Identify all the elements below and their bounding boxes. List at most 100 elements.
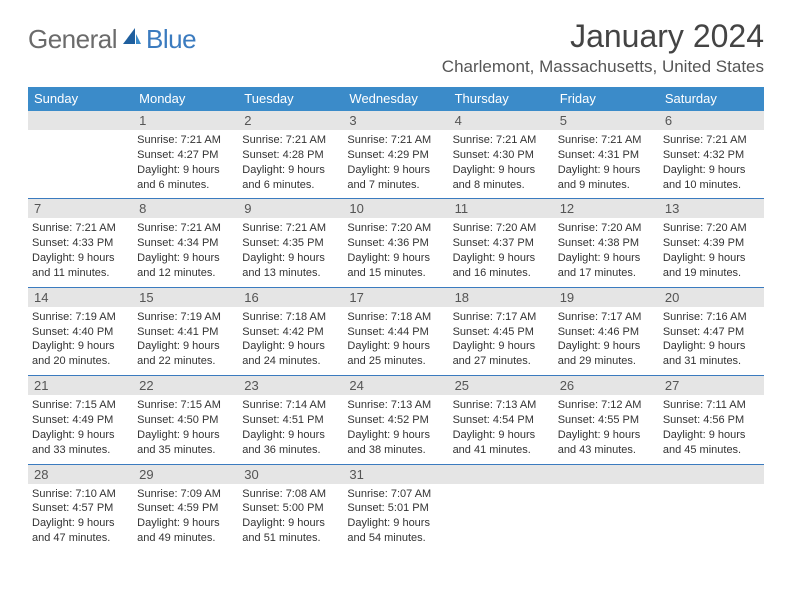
cell-body: Sunrise: 7:20 AMSunset: 4:36 PMDaylight:… — [347, 221, 444, 280]
cell-line-d1: Daylight: 9 hours — [347, 516, 444, 531]
cell-body: Sunrise: 7:09 AMSunset: 4:59 PMDaylight:… — [137, 487, 234, 546]
calendar-cell: 22Sunrise: 7:15 AMSunset: 4:50 PMDayligh… — [133, 376, 238, 463]
cell-line-ss: Sunset: 4:36 PM — [347, 236, 444, 251]
logo-general-text: General — [28, 24, 117, 55]
cell-line-sr: Sunrise: 7:13 AM — [453, 398, 550, 413]
cell-line-ss: Sunset: 4:34 PM — [137, 236, 234, 251]
cell-line-d2: and 24 minutes. — [242, 354, 339, 369]
calendar-cell: 25Sunrise: 7:13 AMSunset: 4:54 PMDayligh… — [449, 376, 554, 463]
cell-line-ss: Sunset: 4:59 PM — [137, 501, 234, 516]
calendar-cell: 24 Sunrise: 7:13 AMSunset: 4:52 PMDayligh… — [343, 376, 448, 463]
cell-line-d1: Daylight: 9 hours — [137, 339, 234, 354]
cell-line-sr: Sunrise: 7:15 AM — [32, 398, 129, 413]
cell-line-ss: Sunset: 4:44 PM — [347, 325, 444, 340]
day-number: 14 — [28, 288, 133, 307]
cell-line-ss: Sunset: 4:45 PM — [453, 325, 550, 340]
cell-line-d2: and 51 minutes. — [242, 531, 339, 546]
day-header-row: Sunday Monday Tuesday Wednesday Thursday… — [28, 87, 764, 111]
cell-line-d1: Daylight: 9 hours — [663, 428, 760, 443]
day-number: 13 — [659, 199, 764, 218]
calendar-cell — [554, 465, 659, 552]
calendar-cell: 15Sunrise: 7:19 AMSunset: 4:41 PMDayligh… — [133, 288, 238, 375]
cell-line-sr: Sunrise: 7:21 AM — [242, 221, 339, 236]
cell-line-ss: Sunset: 4:32 PM — [663, 148, 760, 163]
cell-line-d1: Daylight: 9 hours — [242, 339, 339, 354]
calendar-cell: 1Sunrise: 7:21 AMSunset: 4:27 PMDaylight… — [133, 111, 238, 198]
cell-body: Sunrise: 7:21 AMSunset: 4:32 PMDaylight:… — [663, 133, 760, 192]
cell-line-d1: Daylight: 9 hours — [32, 339, 129, 354]
day-number: 30 — [238, 465, 343, 484]
cell-line-ss: Sunset: 4:37 PM — [453, 236, 550, 251]
day-number: 18 — [449, 288, 554, 307]
day-number: 26 — [554, 376, 659, 395]
cell-body: Sunrise: 7:19 AMSunset: 4:40 PMDaylight:… — [32, 310, 129, 369]
cell-line-d2: and 11 minutes. — [32, 266, 129, 281]
week-row: 1Sunrise: 7:21 AMSunset: 4:27 PMDaylight… — [28, 111, 764, 199]
cell-body: Sunrise: 7:20 AMSunset: 4:38 PMDaylight:… — [558, 221, 655, 280]
cell-line-ss: Sunset: 5:01 PM — [347, 501, 444, 516]
cell-line-sr: Sunrise: 7:21 AM — [137, 133, 234, 148]
cell-line-sr: Sunrise: 7:19 AM — [137, 310, 234, 325]
day-header-tue: Tuesday — [238, 87, 343, 111]
cell-line-d2: and 9 minutes. — [558, 178, 655, 193]
day-number: 21 — [28, 376, 133, 395]
week-row: 21Sunrise: 7:15 AMSunset: 4:49 PMDayligh… — [28, 376, 764, 464]
cell-body: Sunrise: 7:21 AMSunset: 4:27 PMDaylight:… — [137, 133, 234, 192]
day-number: 5 — [554, 111, 659, 130]
cell-body: Sunrise: 7:10 AMSunset: 4:57 PMDaylight:… — [32, 487, 129, 546]
calendar-cell — [449, 465, 554, 552]
day-number: 20 — [659, 288, 764, 307]
cell-line-sr: Sunrise: 7:14 AM — [242, 398, 339, 413]
calendar-cell: 23 Sunrise: 7:14 AMSunset: 4:51 PMDayligh… — [238, 376, 343, 463]
cell-line-d2: and 36 minutes. — [242, 443, 339, 458]
cell-line-d2: and 29 minutes. — [558, 354, 655, 369]
cell-line-d1: Daylight: 9 hours — [137, 163, 234, 178]
cell-line-d1: Daylight: 9 hours — [347, 163, 444, 178]
day-number: 6 — [659, 111, 764, 130]
cell-line-ss: Sunset: 4:29 PM — [347, 148, 444, 163]
cell-line-sr: Sunrise: 7:20 AM — [663, 221, 760, 236]
cell-line-sr: Sunrise: 7:15 AM — [137, 398, 234, 413]
cell-body: Sunrise: 7:21 AMSunset: 4:35 PMDaylight:… — [242, 221, 339, 280]
calendar-cell: 3Sunrise: 7:21 AMSunset: 4:29 PMDaylight… — [343, 111, 448, 198]
cell-line-sr: Sunrise: 7:19 AM — [32, 310, 129, 325]
cell-line-d1: Daylight: 9 hours — [558, 163, 655, 178]
cell-line-d2: and 12 minutes. — [137, 266, 234, 281]
day-number: 23 — [238, 376, 343, 395]
cell-line-d2: and 43 minutes. — [558, 443, 655, 458]
cell-line-d1: Daylight: 9 hours — [663, 339, 760, 354]
cell-line-ss: Sunset: 4:54 PM — [453, 413, 550, 428]
cell-line-d2: and 16 minutes. — [453, 266, 550, 281]
calendar-cell: 30Sunrise: 7:08 AMSunset: 5:00 PMDayligh… — [238, 465, 343, 552]
cell-body: Sunrise: 7:13 AMSunset: 4:52 PMDaylight:… — [347, 398, 444, 457]
day-header-fri: Friday — [554, 87, 659, 111]
cell-body: Sunrise: 7:20 AMSunset: 4:37 PMDaylight:… — [453, 221, 550, 280]
day-number: 17 — [343, 288, 448, 307]
cell-line-sr: Sunrise: 7:10 AM — [32, 487, 129, 502]
logo-blue-text: Blue — [146, 24, 196, 55]
calendar-cell: 29Sunrise: 7:09 AMSunset: 4:59 PMDayligh… — [133, 465, 238, 552]
cell-line-ss: Sunset: 4:27 PM — [137, 148, 234, 163]
cell-line-ss: Sunset: 4:50 PM — [137, 413, 234, 428]
day-number: 27 — [659, 376, 764, 395]
cell-line-d1: Daylight: 9 hours — [32, 516, 129, 531]
cell-line-d1: Daylight: 9 hours — [242, 163, 339, 178]
cell-line-ss: Sunset: 4:52 PM — [347, 413, 444, 428]
cell-line-d2: and 45 minutes. — [663, 443, 760, 458]
calendar-cell: 16Sunrise: 7:18 AMSunset: 4:42 PMDayligh… — [238, 288, 343, 375]
cell-body: Sunrise: 7:14 AMSunset: 4:51 PMDaylight:… — [242, 398, 339, 457]
day-number: 31 — [343, 465, 448, 484]
cell-line-d2: and 47 minutes. — [32, 531, 129, 546]
cell-line-ss: Sunset: 4:41 PM — [137, 325, 234, 340]
cell-line-sr: Sunrise: 7:17 AM — [558, 310, 655, 325]
weeks-container: 1Sunrise: 7:21 AMSunset: 4:27 PMDaylight… — [28, 111, 764, 552]
cell-body: Sunrise: 7:17 AMSunset: 4:45 PMDaylight:… — [453, 310, 550, 369]
day-number: 22 — [133, 376, 238, 395]
day-number: 12 — [554, 199, 659, 218]
calendar-cell: 13Sunrise: 7:20 AMSunset: 4:39 PMDayligh… — [659, 199, 764, 286]
cell-line-ss: Sunset: 4:31 PM — [558, 148, 655, 163]
cell-line-d2: and 25 minutes. — [347, 354, 444, 369]
day-number: 24 — [343, 376, 448, 395]
cell-line-d1: Daylight: 9 hours — [347, 251, 444, 266]
cell-line-d2: and 20 minutes. — [32, 354, 129, 369]
